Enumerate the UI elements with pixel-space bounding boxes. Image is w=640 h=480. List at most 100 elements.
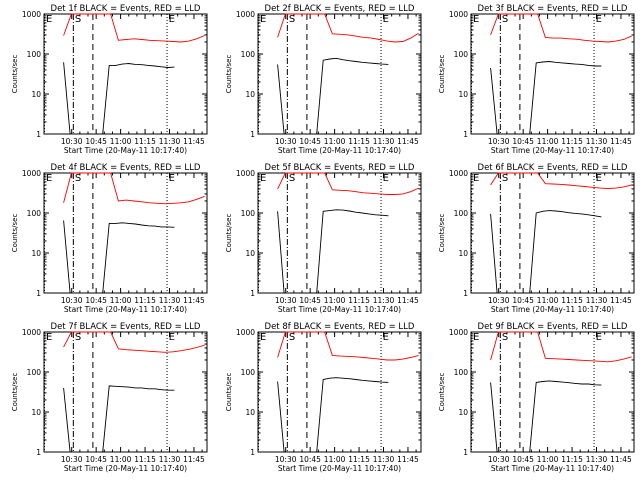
- x-tick-label: 10:30: [275, 296, 297, 305]
- events-series-line: [63, 62, 175, 135]
- marker-label-e: E: [46, 173, 52, 184]
- marker-label-e: E: [169, 173, 175, 184]
- marker-label-s: S: [502, 332, 508, 343]
- marker-label-e: E: [260, 173, 266, 184]
- x-tick-label: 10:45: [512, 296, 534, 305]
- x-tick-label: 11:45: [610, 455, 632, 464]
- x-tick-label: 11:15: [348, 455, 370, 464]
- x-tick-label: 11:45: [183, 296, 205, 305]
- y-tick-label: 100: [241, 368, 256, 377]
- y-tick-label: 100: [27, 368, 42, 377]
- x-tick-label: 10:45: [85, 455, 107, 464]
- x-tick-label: 11:45: [610, 296, 632, 305]
- x-axis-label: Start Time (20-May-11 10:17:40): [491, 146, 614, 155]
- x-tick-label: 11:00: [537, 137, 559, 146]
- y-tick-label: 10: [31, 249, 41, 258]
- y-tick-label: 1: [36, 130, 41, 139]
- marker-label-e: E: [260, 14, 266, 25]
- x-tick-label: 11:00: [537, 296, 559, 305]
- y-tick-label: 1: [250, 130, 255, 139]
- marker-label-s: S: [75, 173, 81, 184]
- y-tick-label: 100: [241, 209, 256, 218]
- x-tick-label: 11:15: [348, 296, 370, 305]
- detector-panel: Det 6f BLACK = Events, RED = LLD 1 10 100 10…: [438, 163, 635, 314]
- marker-label-e: E: [46, 332, 52, 343]
- y-tick-label: 10: [245, 408, 255, 417]
- panel-title: Det 9f BLACK = Events, RED = LLD: [478, 322, 628, 332]
- marker-label-e: E: [46, 14, 52, 25]
- detector-panel: Det 1f BLACK = Events, RED = LLD 1 10 100 10…: [11, 4, 208, 155]
- marker-label-e: E: [596, 14, 602, 25]
- marker-label-s: S: [289, 332, 295, 343]
- y-axis-label: Counts/sec: [438, 55, 446, 94]
- x-tick-label: 11:30: [159, 137, 181, 146]
- y-tick-label: 10: [458, 408, 468, 417]
- y-axis-label: Counts/sec: [438, 214, 446, 253]
- events-series-line: [490, 210, 602, 294]
- panel-title: Det 6f BLACK = Events, RED = LLD: [478, 163, 628, 173]
- x-tick-label: 11:15: [134, 455, 156, 464]
- panel-title: Det 8f BLACK = Events, RED = LLD: [265, 322, 415, 332]
- panel-title: Det 7f BLACK = Events, RED = LLD: [51, 322, 201, 332]
- x-tick-label: 10:30: [61, 455, 83, 464]
- y-axis-label: Counts/sec: [225, 373, 233, 412]
- x-tick-label: 11:45: [183, 137, 205, 146]
- y-tick-label: 100: [454, 368, 469, 377]
- x-tick-label: 10:45: [85, 296, 107, 305]
- lld-series-line: [490, 172, 632, 189]
- x-tick-label: 10:45: [299, 137, 321, 146]
- events-series-line: [277, 209, 389, 294]
- events-series-line: [277, 377, 389, 453]
- x-axis-label: Start Time (20-May-11 10:17:40): [278, 305, 401, 314]
- lld-series-line: [277, 13, 419, 43]
- y-tick-label: 10: [245, 249, 255, 258]
- y-tick-label: 1000: [236, 169, 255, 178]
- panel-title: Det 1f BLACK = Events, RED = LLD: [51, 4, 201, 14]
- x-tick-label: 11:00: [110, 296, 132, 305]
- detector-panel: Det 2f BLACK = Events, RED = LLD 1 10 100 10…: [225, 4, 422, 155]
- y-tick-label: 1: [36, 448, 41, 457]
- marker-label-s: S: [502, 14, 508, 25]
- x-tick-label: 11:00: [110, 137, 132, 146]
- x-tick-label: 10:30: [275, 455, 297, 464]
- x-tick-label: 11:45: [397, 137, 419, 146]
- x-tick-label: 11:45: [397, 455, 419, 464]
- marker-label-e: E: [473, 14, 479, 25]
- x-axis-label: Start Time (20-May-11 10:17:40): [278, 464, 401, 473]
- y-axis-label: Counts/sec: [11, 214, 19, 253]
- marker-label-s: S: [289, 14, 295, 25]
- y-tick-label: 1: [463, 289, 468, 298]
- x-tick-label: 11:15: [561, 455, 583, 464]
- y-tick-label: 1: [250, 289, 255, 298]
- lld-series-line: [277, 172, 419, 195]
- events-series-line: [63, 220, 175, 294]
- x-tick-label: 10:30: [488, 296, 510, 305]
- y-tick-label: 10: [31, 408, 41, 417]
- lld-series-line: [490, 13, 632, 43]
- y-tick-label: 100: [454, 209, 469, 218]
- x-tick-label: 10:30: [488, 455, 510, 464]
- panel-title: Det 4f BLACK = Events, RED = LLD: [51, 163, 201, 173]
- y-tick-label: 1: [36, 289, 41, 298]
- marker-label-e: E: [383, 14, 389, 25]
- marker-label-e: E: [383, 173, 389, 184]
- x-tick-label: 11:45: [183, 455, 205, 464]
- marker-label-e: E: [596, 173, 602, 184]
- y-tick-label: 1000: [236, 10, 255, 19]
- detector-panel: Det 5f BLACK = Events, RED = LLD 1 10 100 10…: [225, 163, 422, 314]
- lld-series-line: [63, 13, 205, 43]
- marker-label-e: E: [169, 14, 175, 25]
- x-axis-label: Start Time (20-May-11 10:17:40): [491, 305, 614, 314]
- x-tick-label: 11:00: [324, 455, 346, 464]
- y-tick-label: 1000: [449, 10, 468, 19]
- events-series-line: [490, 61, 602, 135]
- x-tick-label: 11:30: [586, 296, 608, 305]
- x-tick-label: 11:15: [561, 296, 583, 305]
- y-tick-label: 10: [458, 90, 468, 99]
- y-tick-label: 1: [250, 448, 255, 457]
- detector-panel: Det 9f BLACK = Events, RED = LLD 1 10 100 10…: [438, 322, 635, 473]
- x-tick-label: 10:45: [512, 137, 534, 146]
- x-axis-label: Start Time (20-May-11 10:17:40): [64, 146, 187, 155]
- x-tick-label: 11:00: [324, 137, 346, 146]
